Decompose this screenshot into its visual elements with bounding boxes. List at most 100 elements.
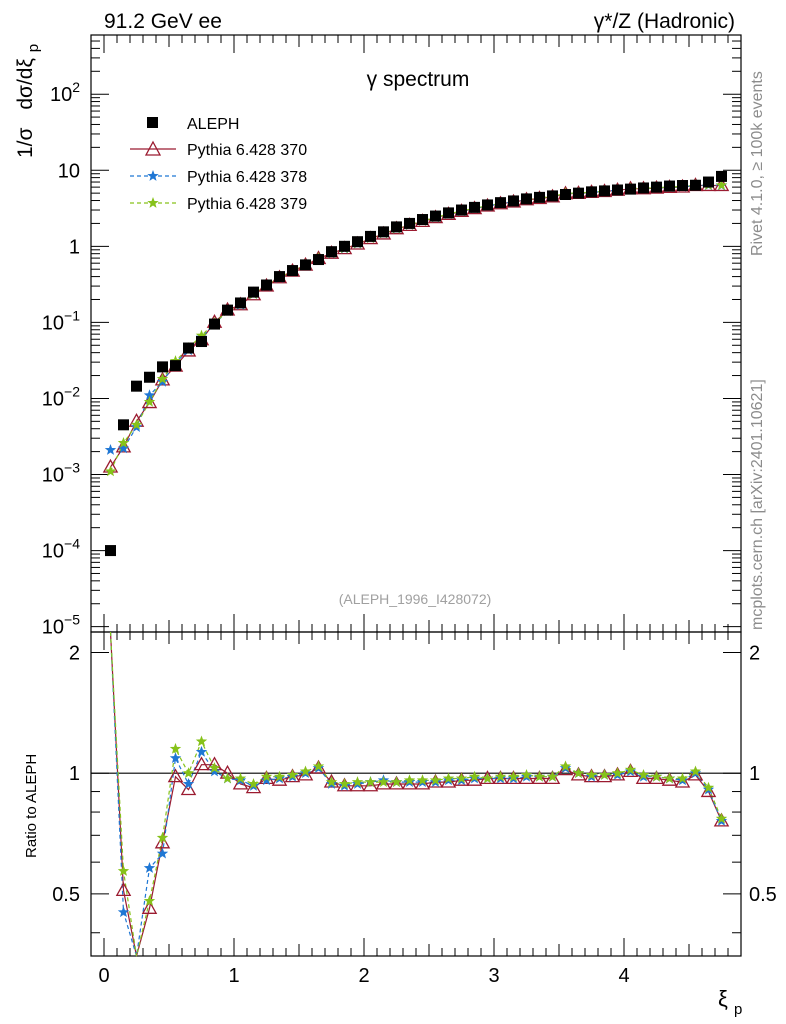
header-right: γ*/Z (Hadronic)	[594, 10, 735, 33]
ratio-point-pythia-378	[156, 847, 169, 859]
ratio-point-pythia-370	[518, 770, 535, 785]
tick-base: 10	[50, 84, 72, 106]
main-point-aleph	[339, 240, 350, 252]
ratio-point-pythia-379	[351, 776, 364, 787]
main-y-tick-label: 102	[50, 79, 80, 106]
ratio-point-pythia-379	[533, 770, 546, 782]
ratio-point-pythia-379	[117, 865, 130, 876]
x-tick-labels: 0 1 2 3 4	[98, 965, 629, 987]
main-point-aleph	[222, 304, 233, 316]
main-point-aleph	[417, 214, 428, 226]
main-point-pythia-379	[104, 465, 117, 477]
main-point-aleph	[703, 176, 714, 188]
ratio-point-pythia-379	[260, 770, 273, 782]
ratio-point-pythia-378	[260, 774, 273, 786]
legend-label-pythia-379: Pythia 6.428 379	[187, 196, 307, 213]
legend: ALEPH Pythia 6.428 370 Pythia 6.428 378 …	[130, 116, 307, 213]
tick-base: 10	[42, 465, 64, 487]
main-point-aleph	[144, 371, 155, 383]
main-point-aleph	[469, 201, 480, 213]
ratio-point-pythia-370	[297, 766, 314, 781]
ratio-point-pythia-379	[624, 763, 637, 775]
main-point-pythia-370	[115, 438, 132, 453]
main-point-aleph	[300, 259, 311, 271]
main-point-aleph	[690, 179, 701, 191]
ratio-point-pythia-379	[676, 772, 689, 784]
main-point-pythia-378	[143, 389, 156, 401]
header-left: 91.2 GeV ee	[104, 10, 222, 33]
ratio-point-pythia-379	[169, 742, 182, 754]
tick-base: 10	[42, 388, 64, 410]
ratio-point-pythia-370	[466, 771, 483, 786]
analysis-reference-tag: (ALEPH_1996_I428072)	[339, 591, 492, 607]
main-point-pythia-379	[143, 395, 156, 407]
ratio-point-pythia-370	[700, 783, 717, 798]
ratio-plot-panel: 0.5 0.5 1 1 2 2 0 1 2 3 4 Ratio to ALEPH ξ p	[23, 631, 777, 1018]
main-point-aleph	[573, 187, 584, 199]
main-point-aleph	[586, 186, 597, 198]
main-point-aleph	[508, 195, 519, 207]
legend-marker-pythia-379	[147, 197, 159, 208]
main-point-pythia-379	[130, 418, 143, 430]
ratio-line-pythia-6-428-370	[109, 631, 723, 957]
tick-base: 10	[58, 160, 80, 182]
main-point-pythia-379	[156, 373, 169, 384]
ratio-y-tick-label-right: 2	[749, 643, 760, 665]
main-point-aleph	[378, 226, 389, 238]
main-y-axis-label: 1/σ dσ/dξ p	[14, 44, 42, 158]
ratio-point-pythia-379	[208, 762, 221, 773]
ratio-point-pythia-379	[338, 777, 351, 789]
legend-entry-aleph: ALEPH	[147, 116, 239, 133]
x-tick-label: 0	[98, 965, 109, 987]
y-label-prefix: 1/σ	[14, 127, 37, 158]
main-point-aleph	[638, 182, 649, 194]
tick-exponent: −2	[64, 383, 80, 399]
legend-label-pythia-370: Pythia 6.428 370	[187, 142, 307, 159]
ratio-point-pythia-379	[455, 772, 468, 784]
main-y-tick-label: 10−2	[42, 383, 80, 410]
ratio-point-pythia-370	[674, 773, 691, 788]
main-point-pythia-378	[117, 442, 130, 454]
ratio-point-pythia-379	[507, 770, 520, 782]
main-point-pythia-379	[195, 329, 208, 341]
ratio-point-pythia-379	[416, 774, 429, 786]
main-line-pythia-6-428-379	[109, 184, 722, 472]
main-point-aleph	[170, 360, 181, 372]
ratio-point-pythia-379	[468, 770, 481, 782]
ratio-point-pythia-370	[349, 777, 366, 792]
ratio-point-pythia-379	[442, 772, 455, 784]
ratio-point-pythia-370	[557, 761, 574, 776]
legend-label-aleph: ALEPH	[187, 116, 239, 133]
ratio-point-pythia-379	[663, 772, 676, 784]
legend-label-pythia-378: Pythia 6.428 378	[187, 169, 307, 186]
legend-entry-pythia-370: Pythia 6.428 370	[130, 140, 307, 159]
ratio-point-pythia-379	[234, 772, 247, 784]
ratio-point-pythia-379	[689, 765, 702, 777]
tick-exponent: 2	[72, 79, 80, 95]
tick-exponent: −5	[64, 612, 80, 628]
ratio-point-pythia-379	[585, 768, 598, 780]
main-point-aleph	[521, 193, 532, 205]
main-line-pythia-6-428-370	[109, 184, 722, 468]
ratio-point-pythia-378	[169, 752, 182, 764]
ratio-point-pythia-379	[546, 770, 559, 782]
ratio-point-pythia-370	[570, 766, 587, 781]
x-tick-label: 1	[228, 965, 239, 987]
ratio-point-pythia-378	[195, 745, 208, 757]
ratio-point-pythia-379	[273, 770, 286, 782]
y-label-main: dσ/dξ	[14, 58, 37, 110]
main-point-aleph	[664, 180, 675, 192]
ratio-point-pythia-379	[286, 768, 299, 780]
main-y-tick-label: 1	[69, 236, 80, 258]
ratio-point-pythia-370	[388, 775, 405, 790]
main-point-aleph	[599, 185, 610, 197]
ratio-y-tick-label-left: 0.5	[52, 884, 80, 906]
legend-entry-pythia-379: Pythia 6.428 379	[130, 196, 307, 213]
ratio-point-pythia-379	[377, 776, 390, 787]
ratio-point-pythia-379	[702, 781, 715, 793]
tick-base: 10	[42, 312, 64, 334]
main-point-aleph	[131, 380, 142, 392]
